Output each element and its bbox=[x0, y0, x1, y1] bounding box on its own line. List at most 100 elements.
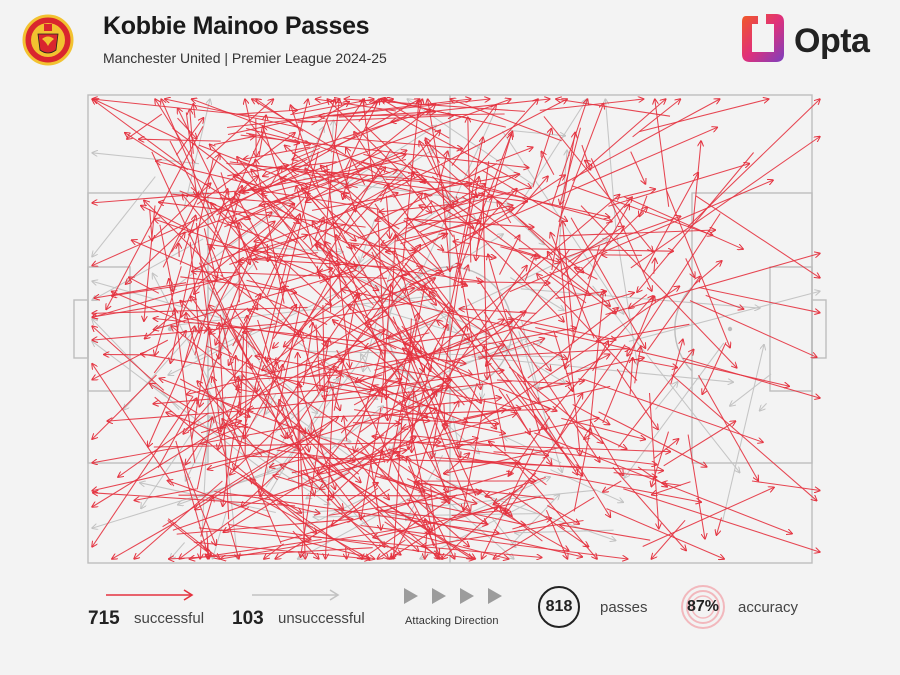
successful-pass-arrow bbox=[414, 483, 554, 500]
successful-pass-arrow bbox=[278, 288, 407, 426]
successful-pass-arrow bbox=[176, 519, 353, 535]
successful-pass-arrow bbox=[292, 530, 319, 559]
successful-pass-arrow bbox=[429, 291, 569, 459]
successful-pass-arrow bbox=[170, 232, 185, 253]
successful-pass-arrow bbox=[537, 274, 638, 381]
successful-pass-arrow bbox=[194, 193, 398, 270]
successful-pass-arrow bbox=[344, 416, 347, 441]
successful-pass-arrow bbox=[177, 117, 197, 139]
successful-pass-arrow bbox=[381, 99, 450, 139]
successful-pass-arrow bbox=[568, 226, 624, 263]
successful-pass-arrow bbox=[630, 358, 633, 395]
successful-pass-arrow bbox=[151, 183, 211, 241]
unsuccessful-pass-arrow bbox=[92, 153, 200, 165]
unsuccessful-pass-arrow bbox=[308, 350, 564, 357]
successful-pass-arrow bbox=[92, 99, 189, 171]
successful-pass-arrow bbox=[364, 245, 420, 319]
successful-pass-arrow bbox=[446, 175, 566, 254]
successful-pass-arrow bbox=[589, 291, 604, 433]
successful-pass-arrow bbox=[614, 189, 656, 200]
successful-pass-arrow bbox=[195, 428, 324, 510]
successful-pass-arrow bbox=[241, 420, 334, 507]
successful-pass-arrow bbox=[371, 251, 424, 372]
successful-pass-arrow bbox=[623, 196, 743, 250]
successful-pass-arrow bbox=[407, 325, 467, 506]
successful-pass-arrow bbox=[655, 99, 670, 207]
successful-pass-arrow bbox=[347, 483, 378, 502]
successful-pass-arrow bbox=[590, 158, 652, 291]
successful-pass-arrow bbox=[565, 245, 600, 369]
successful-pass-arrow bbox=[508, 366, 603, 443]
successful-pass-arrow bbox=[210, 144, 357, 297]
successful-pass-arrow bbox=[632, 99, 681, 138]
opta-mark-icon bbox=[742, 14, 784, 62]
successful-pass-arrow bbox=[223, 434, 385, 533]
attacking-direction-icon bbox=[404, 588, 502, 604]
successful-pass-arrow bbox=[376, 271, 442, 303]
successful-pass-arrow bbox=[424, 391, 437, 413]
header: Kobbie Mainoo Passes Manchester United |… bbox=[0, 0, 900, 80]
successful-pass-arrow bbox=[630, 137, 820, 269]
successful-pass-arrow bbox=[194, 285, 201, 294]
successful-pass-arrow bbox=[476, 161, 490, 260]
successful-pass-arrow bbox=[643, 172, 698, 273]
successful-pass-arrow bbox=[582, 378, 763, 442]
successful-pass-arrow bbox=[230, 303, 273, 373]
successful-pass-arrow bbox=[257, 319, 315, 496]
accuracy-label: accuracy bbox=[738, 599, 799, 616]
successful-pass-arrow bbox=[404, 262, 453, 312]
unsuccessful-pass-arrow bbox=[183, 99, 210, 208]
successful-pass-arrow bbox=[494, 485, 524, 503]
successful-pass-arrow bbox=[666, 190, 730, 348]
successful-pass-arrow bbox=[281, 178, 350, 194]
successful-pass-arrow bbox=[245, 315, 247, 456]
successful-pass-arrow bbox=[751, 480, 820, 491]
successful-pass-arrow bbox=[92, 99, 318, 123]
successful-pass-arrow bbox=[387, 285, 425, 478]
successful-pass-arrow bbox=[333, 99, 490, 117]
unsuccessful-pass-arrow bbox=[350, 202, 449, 274]
successful-pass-arrow bbox=[325, 388, 334, 559]
successful-pass-arrow bbox=[453, 234, 481, 390]
unsuccessful-pass-arrow bbox=[92, 341, 263, 470]
successful-pass-arrow bbox=[406, 499, 526, 525]
successful-pass-arrow bbox=[560, 525, 651, 541]
successful-pass-arrow bbox=[232, 294, 261, 347]
successful-pass-arrow bbox=[347, 242, 416, 252]
successful-pass-arrow bbox=[179, 190, 251, 219]
successful-pass-arrow bbox=[292, 161, 337, 168]
legend: 715 successful 103 unsuccessful Attackin… bbox=[0, 580, 900, 660]
successful-pass-arrow bbox=[318, 302, 450, 473]
successful-pass-arrow bbox=[213, 136, 255, 146]
successful-pass-arrow bbox=[671, 374, 817, 501]
successful-pass-arrow bbox=[353, 288, 414, 303]
successful-pass-arrow bbox=[353, 245, 492, 337]
successful-pass-arrow bbox=[154, 219, 286, 266]
successful-pass-arrow bbox=[418, 99, 550, 114]
successful-pass-arrow bbox=[327, 99, 410, 181]
unsuccessful-pass-arrow bbox=[509, 129, 565, 135]
unsuccessful-pass-arrow bbox=[624, 342, 725, 478]
successful-pass-arrow bbox=[182, 194, 305, 343]
successful-passes bbox=[92, 99, 820, 559]
unsuccessful-pass-arrow bbox=[208, 416, 327, 494]
successful-pass-arrow bbox=[134, 488, 197, 501]
unsuccessful-pass-arrow bbox=[266, 393, 277, 414]
successful-pass-arrow bbox=[380, 475, 447, 501]
successful-pass-arrow bbox=[198, 527, 311, 539]
successful-pass-arrow bbox=[500, 246, 540, 258]
successful-pass-arrow bbox=[689, 300, 817, 358]
successful-pass-arrow bbox=[381, 173, 519, 245]
successful-pass-arrow bbox=[346, 375, 427, 418]
successful-pass-arrow bbox=[493, 451, 549, 456]
successful-pass-arrow bbox=[425, 138, 441, 163]
successful-pass-arrow bbox=[315, 457, 385, 547]
successful-pass-arrow bbox=[407, 205, 513, 229]
successful-pass-arrow bbox=[93, 99, 181, 141]
successful-pass-arrow bbox=[179, 215, 196, 265]
successful-pass-arrow bbox=[682, 357, 820, 398]
successful-pass-arrow bbox=[275, 488, 391, 559]
brand-name: Opta bbox=[794, 22, 870, 60]
unsuccessful-pass-arrow bbox=[213, 512, 227, 559]
successful-pass-arrow bbox=[292, 110, 430, 155]
